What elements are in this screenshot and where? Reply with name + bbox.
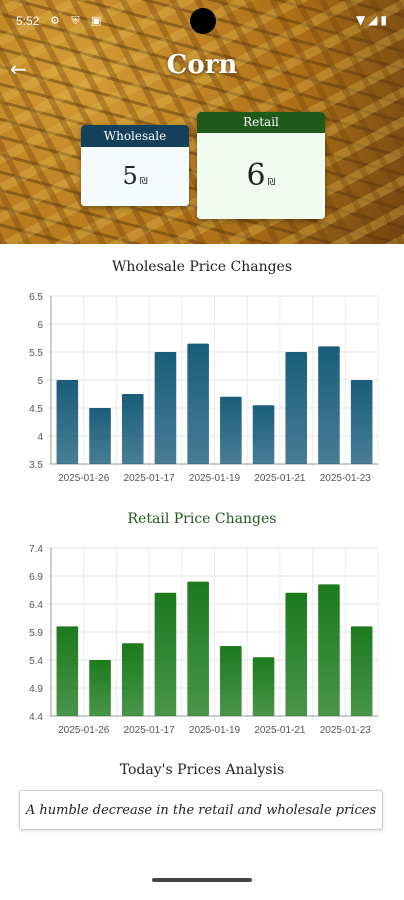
wholesale-y-tick-label: 6 <box>37 320 43 331</box>
wholesale-price-card: Wholesale 5 ₪ <box>81 125 189 206</box>
wholesale-x-tick-label: 2025-01-26 <box>58 473 110 484</box>
retail-price-value: 6 <box>246 158 266 193</box>
retail-bar <box>220 646 242 716</box>
wholesale-price-value: 5 <box>122 162 138 190</box>
retail-bar <box>318 584 340 716</box>
wholesale-bar <box>220 396 242 464</box>
wholesale-bar <box>252 405 275 464</box>
status-bar: 5:52 ⚙ ⛨ ▣ ▼◢▮ <box>0 0 404 44</box>
retail-bar <box>121 643 144 716</box>
retail-price-chart: 4.4 4.9 5.4 5.9 6.4 6.9 7.4 2025-01-26 2025-01-1… <box>29 544 379 736</box>
wholesale-x-tick-label: 2025-01-23 <box>320 473 372 484</box>
wholesale-value-area: 5 ₪ <box>81 147 189 206</box>
retail-x-tick-label: 2025-01-19 <box>189 725 241 736</box>
wholesale-bar <box>350 380 373 464</box>
retail-y-tick-label: 5.9 <box>29 628 43 639</box>
wholesale-y-tick-label: 5 <box>37 376 43 387</box>
wholesale-bar <box>89 408 111 464</box>
retail-y-tick-label: 5.4 <box>29 656 43 667</box>
wholesale-y-tick-label: 4 <box>37 432 43 443</box>
retail-bar <box>285 592 308 716</box>
retail-chart-title: Retail Price Changes <box>127 511 277 527</box>
camera-cutout <box>190 8 216 34</box>
retail-x-tick-label: 2025-01-17 <box>124 725 176 736</box>
wholesale-x-tick-label: 2025-01-21 <box>254 473 306 484</box>
analysis-title: Today's Prices Analysis <box>119 762 285 778</box>
wholesale-y-tick-label: 6.5 <box>29 292 43 303</box>
retail-y-tick-label: 4.9 <box>29 684 43 695</box>
retail-bar <box>56 626 79 716</box>
retail-x-tick-label: 2025-01-23 <box>320 725 372 736</box>
retail-price-card: Retail 6 ₪ <box>197 112 325 219</box>
wholesale-y-tick-label: 4.5 <box>29 404 43 415</box>
wholesale-bar <box>285 352 308 464</box>
wholesale-y-tick-label: 5.5 <box>29 348 43 359</box>
system-icons: ▼◢▮ <box>355 13 390 27</box>
wholesale-chart-title: Wholesale Price Changes <box>111 259 293 275</box>
retail-bar <box>187 581 209 716</box>
retail-bar <box>252 657 275 716</box>
retail-x-tick-label: 2025-01-26 <box>58 725 110 736</box>
wholesale-bar <box>187 343 209 464</box>
wholesale-bar <box>56 380 79 464</box>
wholesale-bar <box>121 394 144 464</box>
retail-currency-unit: ₪ <box>267 177 276 188</box>
analysis-text: A humble decrease in the retail and whol… <box>19 790 383 830</box>
wholesale-price-chart: 3.5 4 4.5 5 5.5 6 6.5 2025-01-26 2025-01-17 2025-… <box>29 292 379 484</box>
retail-bar <box>154 592 177 716</box>
retail-bar <box>350 626 373 716</box>
retail-bar <box>89 660 111 716</box>
retail-y-tick-label: 6.9 <box>29 572 43 583</box>
retail-y-tick-label: 6.4 <box>29 600 43 611</box>
retail-value-area: 6 ₪ <box>197 133 325 219</box>
wholesale-currency-unit: ₪ <box>139 176 148 187</box>
status-time: 5:52 <box>16 14 40 28</box>
retail-label: Retail <box>197 112 325 133</box>
wholesale-x-tick-label: 2025-01-19 <box>189 473 241 484</box>
wholesale-y-tick-label: 3.5 <box>29 460 43 471</box>
retail-y-tick-label: 7.4 <box>29 544 43 555</box>
home-gesture-bar[interactable] <box>152 878 252 882</box>
wholesale-label: Wholesale <box>81 125 189 147</box>
back-arrow-icon[interactable]: ← <box>10 57 27 81</box>
retail-x-tick-label: 2025-01-21 <box>254 725 306 736</box>
page-title: Corn <box>166 50 238 80</box>
retail-y-tick-label: 4.4 <box>29 712 43 723</box>
wholesale-bar <box>318 346 340 464</box>
notification-icons: ⚙ ⛨ ▣ <box>50 14 106 27</box>
wholesale-bar <box>154 352 177 464</box>
wholesale-x-tick-label: 2025-01-17 <box>124 473 176 484</box>
